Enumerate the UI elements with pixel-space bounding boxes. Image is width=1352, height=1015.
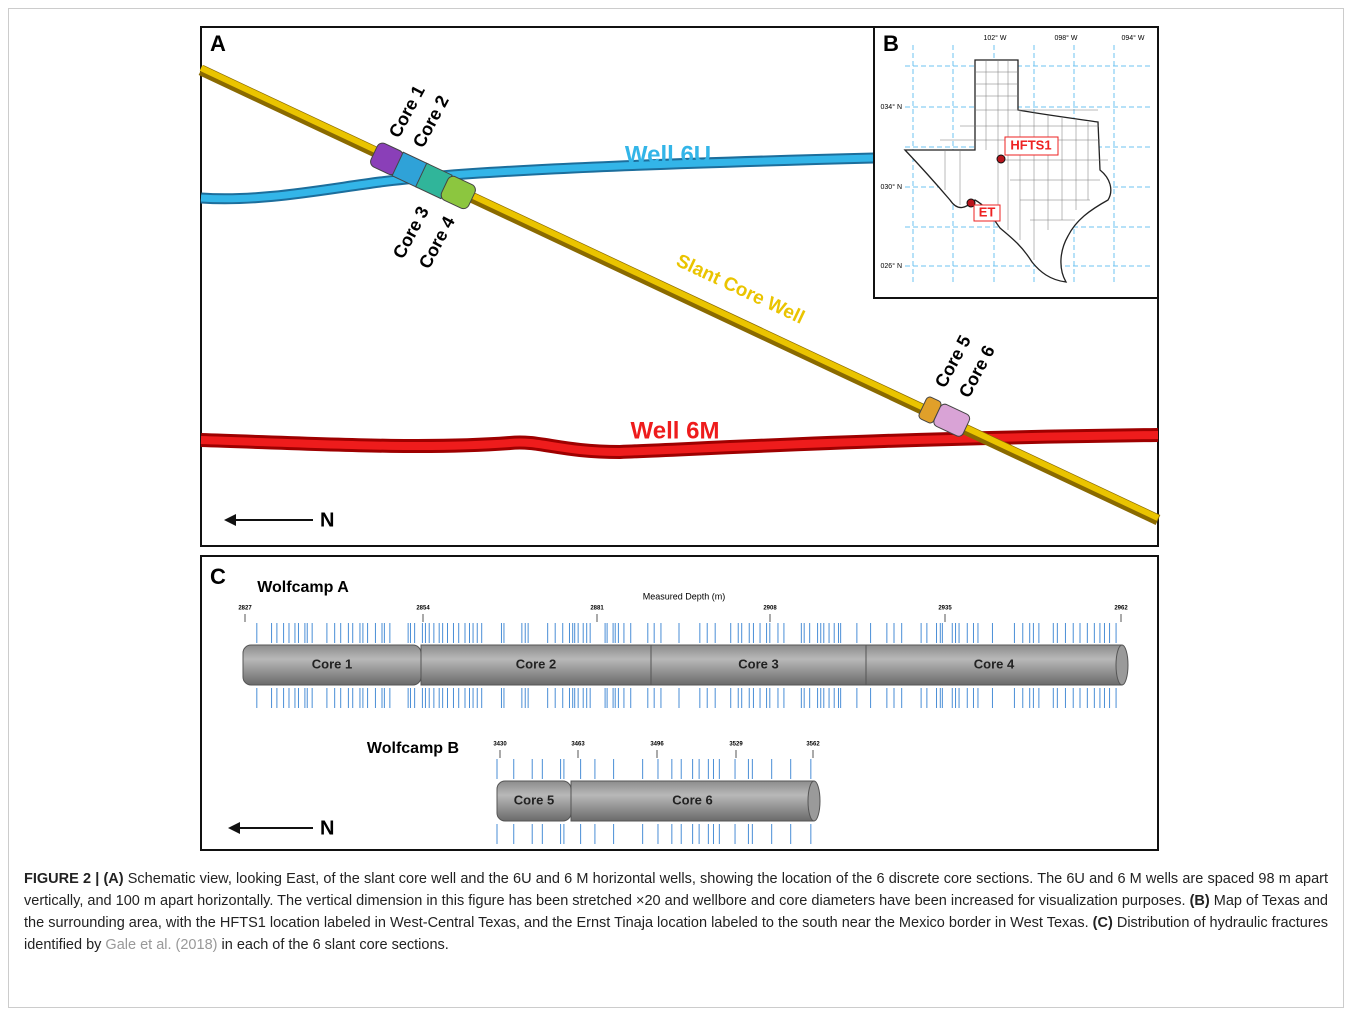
- core-cylinders-5-6: [918, 396, 971, 437]
- well-6m-pipe-light: [200, 431, 1159, 457]
- caption-text: Schematic view, looking East, of the sla…: [24, 871, 1329, 909]
- panel-label: A: [210, 31, 226, 56]
- site-marker: [996, 154, 1006, 164]
- section-title: Wolfcamp A: [257, 579, 349, 596]
- citation-link[interactable]: Gale et al. (2018): [105, 937, 218, 953]
- well-label: Well 6U: [625, 141, 711, 168]
- depth-tick-label: 2854: [416, 606, 430, 612]
- core-cylinder: [420, 644, 652, 686]
- latitude-label: 034° N: [881, 103, 902, 111]
- depth-tick-label: 3463: [571, 742, 585, 748]
- core-label: Core 2: [516, 656, 556, 671]
- depth-tick-label: 3430: [493, 742, 507, 748]
- caption-text: Map of Texas and the surrounding area, w…: [24, 893, 1328, 931]
- site-label-box: [973, 204, 1001, 222]
- panel-a-content: [198, 65, 1161, 526]
- core-label: Core 4: [974, 656, 1015, 671]
- axis-title: Measured Depth (m): [643, 591, 726, 601]
- section-title: Wolfcamp B: [367, 740, 459, 757]
- core-label: Core 1: [312, 656, 352, 671]
- longitude-label: 094° W: [1121, 34, 1144, 42]
- direction-label: N: [320, 817, 334, 839]
- depth-tick-label: 2881: [590, 606, 604, 612]
- figure-caption: FIGURE 2 | (A) Schematic view, looking E…: [24, 868, 1328, 956]
- caption-part-label: (A): [103, 871, 124, 887]
- depth-tick-label: 3562: [806, 742, 820, 748]
- latitude-label: 026° N: [881, 262, 902, 270]
- panel-label: C: [210, 564, 226, 589]
- latitude-label: 030° N: [881, 183, 902, 191]
- site-marker: [966, 198, 976, 208]
- north-arrowhead: [228, 822, 240, 834]
- caption-text: in each of the 6 slant core sections.: [221, 937, 449, 953]
- core-label: Core 5: [514, 792, 554, 807]
- longitude-label: 098° W: [1054, 34, 1077, 42]
- figure: A Well 6U Well 6M Slant Core Well Core 1…: [198, 26, 1161, 851]
- north-arrowhead: [224, 514, 236, 526]
- depth-tick-label: 3496: [650, 742, 664, 748]
- depth-tick-label: 2827: [238, 606, 252, 612]
- caption-figure-label: FIGURE 2 |: [24, 871, 100, 887]
- depth-tick-label: 2962: [1114, 606, 1128, 612]
- longitude-label: 102° W: [983, 34, 1006, 42]
- depth-tick-label: 2935: [938, 606, 952, 612]
- site-label-box: [1004, 136, 1059, 156]
- core-label: Core 6: [672, 792, 712, 807]
- core-cylinder: [570, 780, 815, 822]
- depth-tick-label: 3529: [729, 742, 743, 748]
- figure-frame: [8, 8, 1344, 1008]
- panel-label: B: [883, 31, 899, 56]
- core-end: [1115, 644, 1129, 686]
- core-cylinder: [865, 644, 1123, 686]
- caption-part-label: (B): [1189, 893, 1210, 909]
- slant-well-pipe-light: [199, 65, 1160, 521]
- depth-tick-label: 2908: [763, 606, 777, 612]
- panel-c-content: 2827 2854 2881 2908 2935 2962 Core 1 Core 2 Core…: [238, 606, 1129, 844]
- core-cylinders-1-4: [370, 142, 476, 210]
- caption-text: Distribution of hydraulic fractures iden…: [24, 915, 1329, 953]
- well-label: Well 6M: [631, 417, 720, 444]
- caption-part-label: (C): [1092, 915, 1113, 931]
- core-label: Core 3: [738, 656, 778, 671]
- site-label: HFTS1: [1010, 137, 1051, 152]
- core-end: [807, 780, 821, 822]
- direction-label: N: [320, 509, 334, 531]
- core-cylinder: [650, 644, 867, 686]
- site-label: ET: [979, 204, 996, 219]
